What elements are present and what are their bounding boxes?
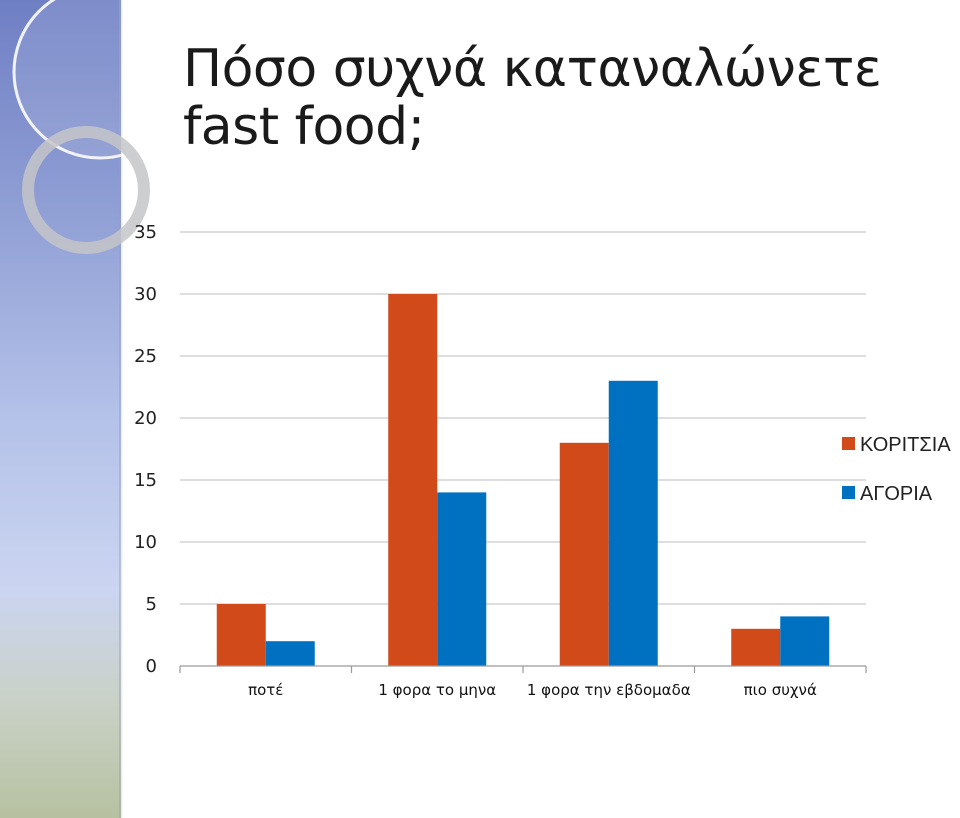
y-tick-label: 25	[134, 346, 157, 367]
bar-koritsia-2	[559, 442, 609, 666]
slide-title: Πόσο συχνά καταναλώνετε fast food;	[183, 39, 882, 157]
bar-koritsia-1	[388, 294, 438, 666]
y-tick-label: 5	[146, 594, 157, 615]
legend-swatch-0	[842, 437, 855, 450]
bar-koritsia-3	[731, 628, 781, 666]
y-tick-label: 30	[134, 284, 157, 305]
legend-swatch-1	[842, 486, 855, 499]
y-axis-tick-labels: 0 5 10 15 20 25 30 35	[134, 222, 157, 677]
x-category-label: 1 φορα την εβδομαδα	[527, 681, 691, 699]
x-category-label: ποτέ	[248, 681, 283, 699]
bar-agoria-0	[265, 641, 315, 666]
bar-agoria-2	[608, 380, 658, 666]
side-band-edge	[119, 0, 123, 818]
y-tick-label: 15	[134, 470, 157, 491]
legend-label-0: ΚΟΡΙΤΣΙΑ	[860, 434, 951, 456]
bar-agoria-1	[437, 492, 487, 666]
bars	[216, 294, 830, 666]
y-tick-label: 35	[134, 222, 157, 243]
bar-agoria-3	[780, 616, 830, 666]
x-category-label: πιο συχνά	[744, 681, 817, 699]
y-tick-label: 20	[134, 408, 157, 429]
x-axis	[179, 665, 867, 673]
y-tick-label: 0	[146, 656, 157, 677]
bar-koritsia-0	[216, 604, 266, 666]
gridlines	[180, 231, 866, 605]
large-ring-decoration	[12, 0, 188, 160]
y-tick-label: 10	[134, 532, 157, 553]
x-category-label: 1 φορα το μηνα	[378, 681, 496, 699]
x-axis-category-labels: ποτέ 1 φορα το μηνα 1 φορα την εβδομαδα πιο…	[248, 681, 817, 699]
legend-label-1: ΑΓΟΡΙΑ	[860, 483, 933, 505]
legend: ΚΟΡΙΤΣΙΑ ΑΓΟΡΙΑ	[842, 434, 951, 505]
decorative-rings	[12, 0, 188, 254]
small-ring-decoration	[22, 126, 150, 254]
